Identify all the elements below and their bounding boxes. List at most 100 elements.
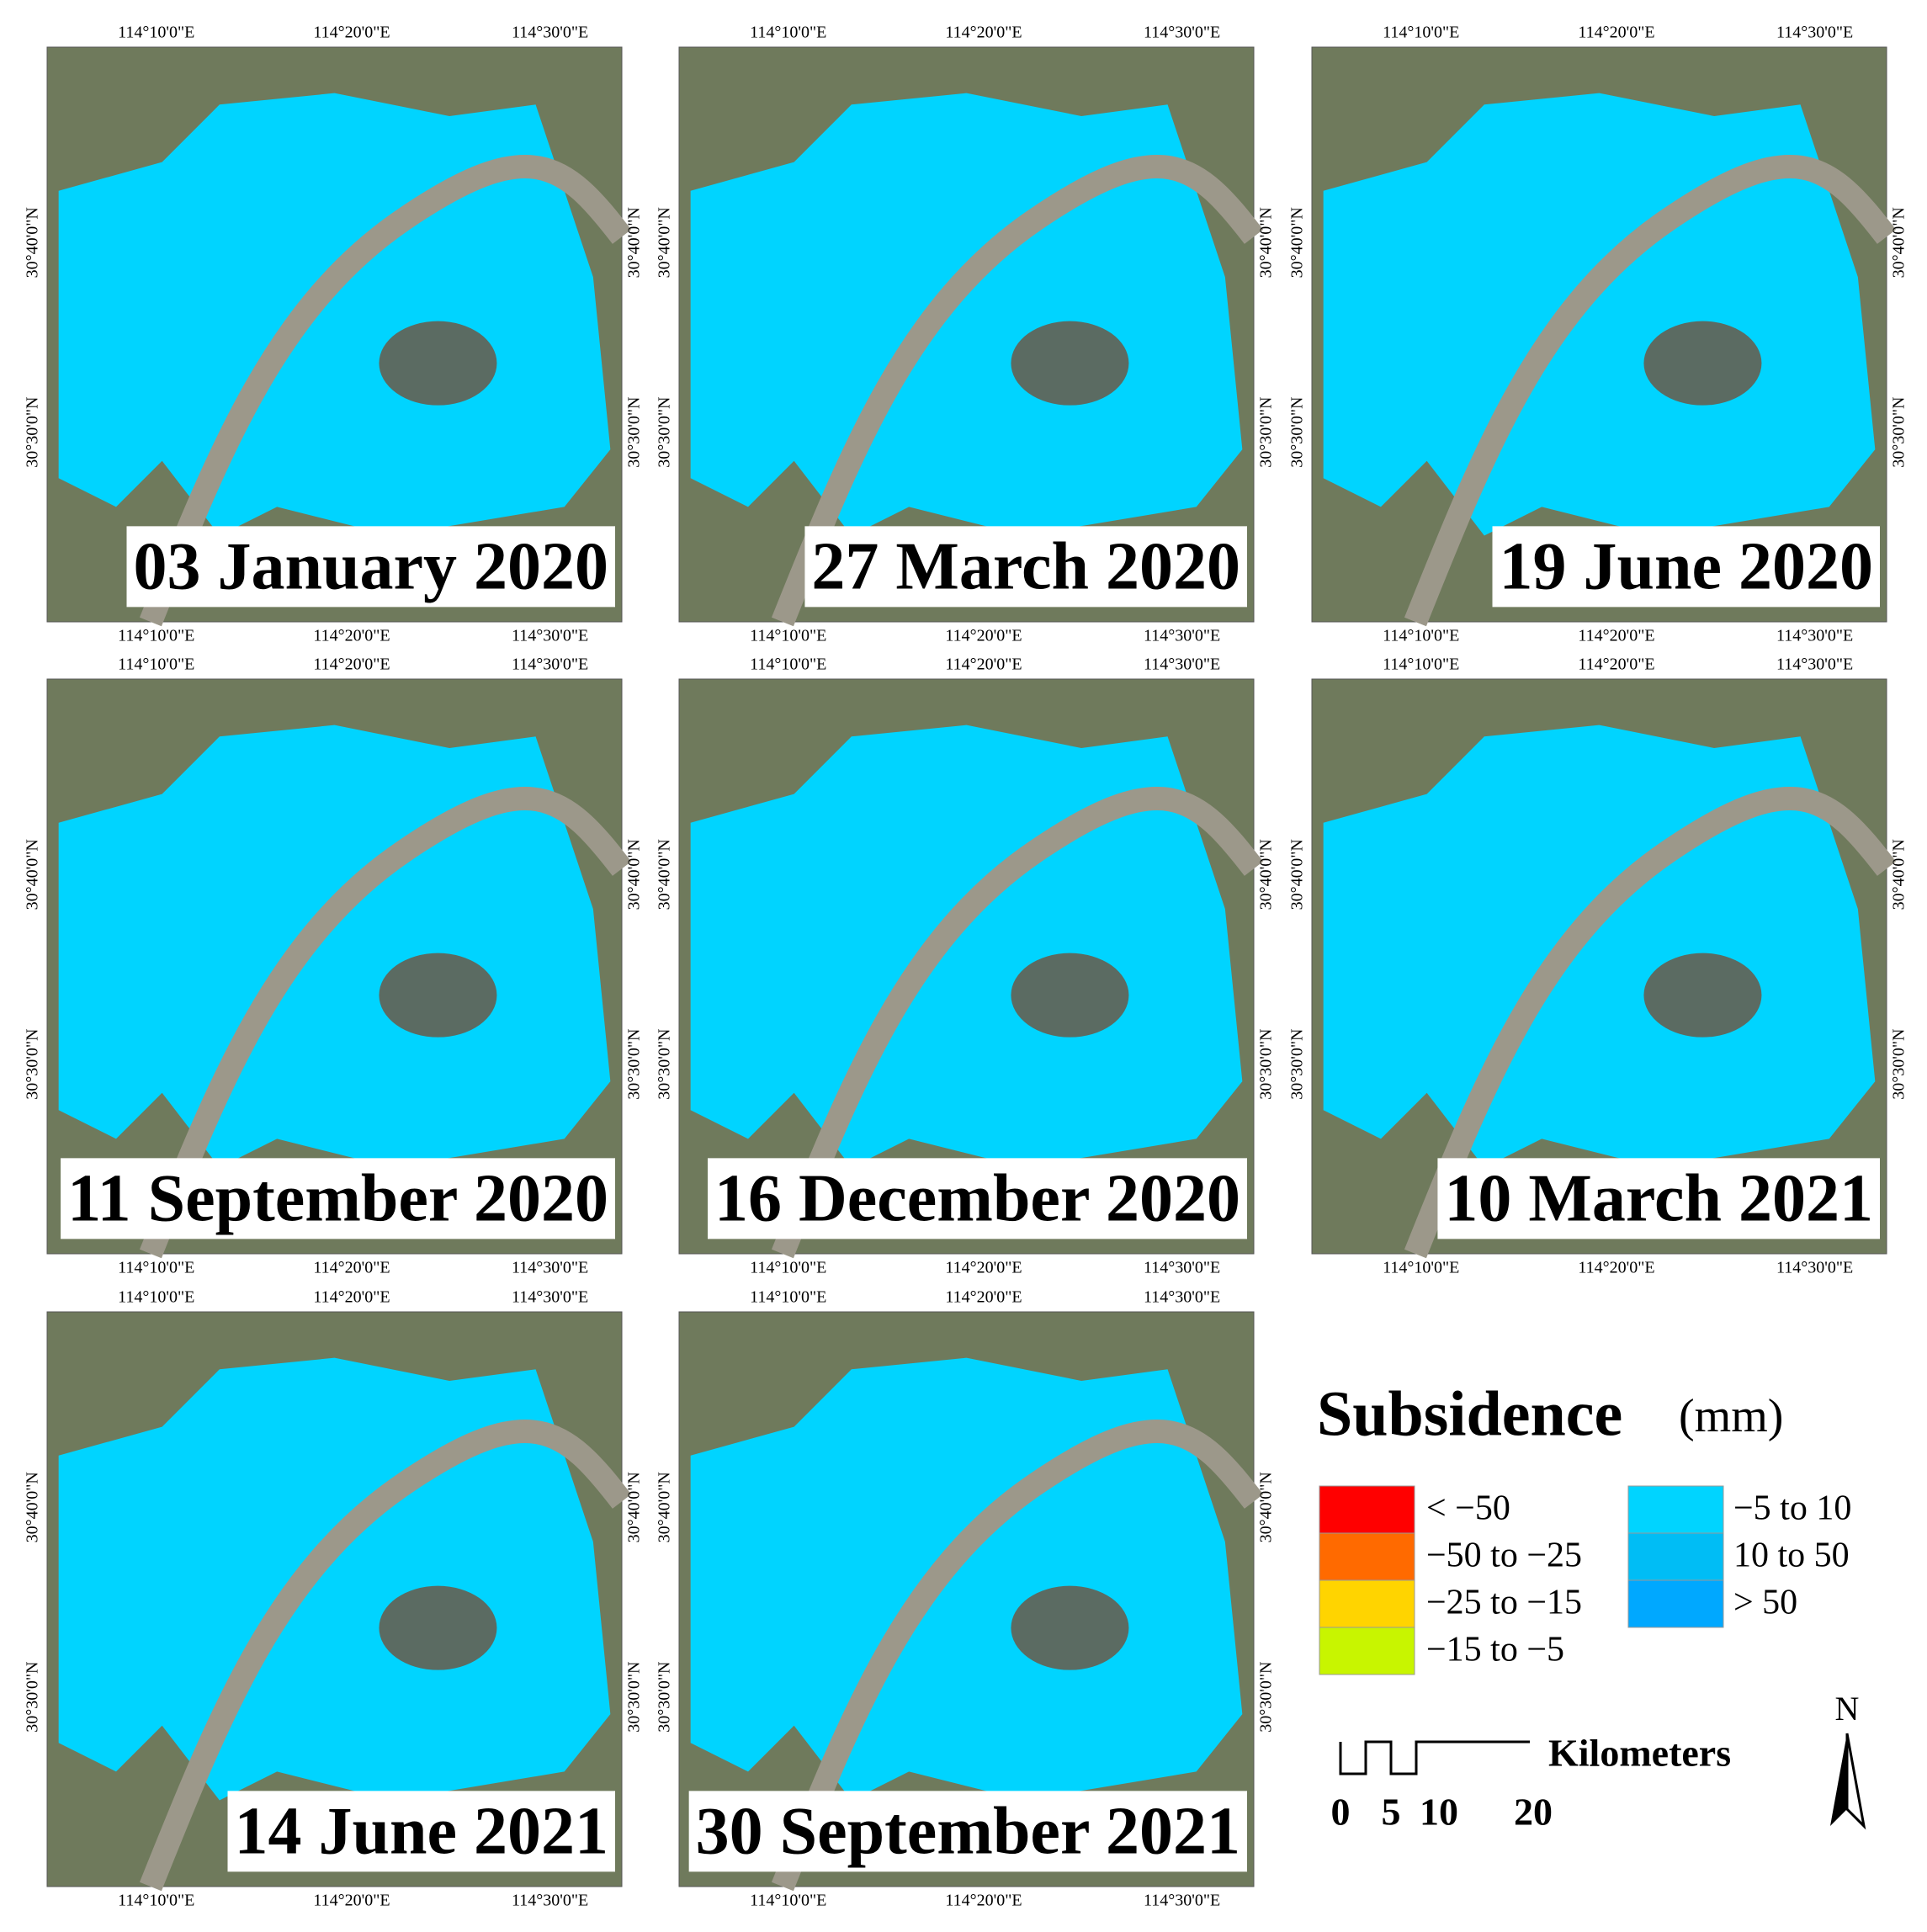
y-tick-label: 30°30'0"N bbox=[625, 1662, 644, 1733]
y-tick-label: 30°40'0"N bbox=[625, 839, 644, 910]
x-tick-label: 114°10'0"E bbox=[750, 1259, 826, 1277]
map-panel: 114°10'0"E 114°10'0"E 114°20'0"E 114°20'0"E… bbox=[24, 24, 644, 645]
date-box bbox=[804, 526, 1247, 608]
date-label: 10 March 2021 bbox=[1444, 1161, 1873, 1235]
y-tick-label: 30°40'0"N bbox=[1257, 1472, 1276, 1542]
x-tick-label: 114°20'0"E bbox=[945, 1288, 1022, 1307]
y-tick-label: 30°40'0"N bbox=[656, 839, 674, 910]
x-tick-label: 114°20'0"E bbox=[1578, 656, 1654, 674]
y-tick-label: 30°40'0"N bbox=[24, 207, 42, 278]
y-tick-label: 30°30'0"N bbox=[1890, 1029, 1908, 1100]
y-tick-label: 30°40'0"N bbox=[24, 839, 42, 910]
x-tick-label: 114°30'0"E bbox=[1776, 24, 1853, 42]
map-panel: 114°10'0"E 114°10'0"E 114°20'0"E 114°20'0"E… bbox=[1288, 656, 1908, 1277]
x-tick-label: 114°30'0"E bbox=[1144, 1288, 1220, 1307]
lake bbox=[379, 1585, 497, 1670]
x-tick-label: 114°10'0"E bbox=[750, 1288, 826, 1307]
legend-swatch bbox=[1319, 1579, 1415, 1628]
north-label: N bbox=[1835, 1690, 1860, 1728]
x-tick-label: 114°30'0"E bbox=[1776, 656, 1853, 674]
river bbox=[771, 1420, 1264, 1892]
y-tick-label: 30°40'0"N bbox=[1890, 839, 1908, 910]
y-tick-label: 30°30'0"N bbox=[1257, 397, 1276, 468]
lake bbox=[1011, 1585, 1129, 1670]
scale-label: 5 bbox=[1382, 1791, 1401, 1834]
legend-label: −50 to −25 bbox=[1426, 1537, 1582, 1575]
date-label: 19 June 2020 bbox=[1500, 529, 1874, 603]
legend-unit: (mm) bbox=[1679, 1390, 1783, 1442]
x-tick-label: 114°20'0"E bbox=[945, 24, 1022, 42]
scale-label: 20 bbox=[1514, 1791, 1553, 1834]
x-tick-label: 114°10'0"E bbox=[1383, 1259, 1459, 1277]
date-box bbox=[227, 1791, 615, 1872]
scale-unit: Kilometers bbox=[1548, 1732, 1731, 1775]
y-tick-label: 30°30'0"N bbox=[625, 1029, 644, 1100]
x-tick-label: 114°10'0"E bbox=[1383, 627, 1459, 645]
legend-label: −15 to −5 bbox=[1426, 1631, 1564, 1669]
river bbox=[1404, 787, 1897, 1259]
date-box bbox=[688, 1791, 1247, 1872]
map-panel: 114°10'0"E 114°10'0"E 114°20'0"E 114°20'0"E… bbox=[656, 1288, 1276, 1910]
date-label: 11 September 2020 bbox=[67, 1161, 608, 1235]
x-tick-label: 114°30'0"E bbox=[1144, 1259, 1220, 1277]
y-tick-label: 30°30'0"N bbox=[625, 397, 644, 468]
x-tick-label: 114°20'0"E bbox=[313, 656, 390, 674]
x-tick-label: 114°30'0"E bbox=[512, 627, 588, 645]
date-label: 27 March 2020 bbox=[811, 529, 1240, 603]
y-tick-label: 30°40'0"N bbox=[1288, 207, 1307, 278]
lake bbox=[1011, 321, 1129, 406]
y-tick-label: 30°40'0"N bbox=[656, 207, 674, 278]
subsidence-area bbox=[690, 724, 1243, 1168]
legend-swatch bbox=[1319, 1485, 1415, 1534]
river bbox=[139, 1420, 632, 1892]
y-tick-label: 30°30'0"N bbox=[1257, 1029, 1276, 1100]
y-tick-label: 30°30'0"N bbox=[1890, 397, 1908, 468]
x-tick-label: 114°10'0"E bbox=[118, 24, 194, 42]
y-tick-label: 30°30'0"N bbox=[24, 1029, 42, 1100]
y-tick-label: 30°30'0"N bbox=[24, 1662, 42, 1733]
x-tick-label: 114°10'0"E bbox=[750, 656, 826, 674]
lake bbox=[379, 321, 497, 406]
subsidence-area bbox=[1323, 724, 1876, 1168]
x-tick-label: 114°10'0"E bbox=[750, 24, 826, 42]
legend-swatch bbox=[1627, 1485, 1724, 1534]
legend-swatch bbox=[1319, 1627, 1415, 1675]
x-tick-label: 114°30'0"E bbox=[1776, 627, 1853, 645]
map-panel: 114°10'0"E 114°10'0"E 114°20'0"E 114°20'0"E… bbox=[656, 656, 1276, 1277]
x-tick-label: 114°10'0"E bbox=[118, 1288, 194, 1307]
y-tick-label: 30°40'0"N bbox=[24, 1472, 42, 1542]
date-box bbox=[61, 1158, 615, 1239]
legend-swatch bbox=[1627, 1532, 1724, 1581]
scale-label: 10 bbox=[1420, 1791, 1458, 1834]
legend-swatch bbox=[1627, 1579, 1724, 1628]
y-tick-label: 30°30'0"N bbox=[1288, 1029, 1307, 1100]
x-tick-label: 114°10'0"E bbox=[118, 1259, 194, 1277]
x-tick-label: 114°10'0"E bbox=[118, 1892, 194, 1910]
x-tick-label: 114°10'0"E bbox=[750, 1892, 826, 1910]
x-tick-label: 114°30'0"E bbox=[512, 1892, 588, 1910]
x-tick-label: 114°20'0"E bbox=[1578, 627, 1654, 645]
subsidence-area bbox=[58, 1357, 611, 1801]
subsidence-area bbox=[58, 724, 611, 1168]
y-tick-label: 30°30'0"N bbox=[656, 1662, 674, 1733]
date-label: 03 January 2020 bbox=[134, 529, 609, 603]
y-tick-label: 30°30'0"N bbox=[24, 397, 42, 468]
x-tick-label: 114°10'0"E bbox=[1383, 656, 1459, 674]
legend-swatch bbox=[1319, 1532, 1415, 1581]
x-tick-label: 114°20'0"E bbox=[945, 1892, 1022, 1910]
x-tick-label: 114°20'0"E bbox=[1578, 24, 1654, 42]
x-tick-label: 114°30'0"E bbox=[1776, 1259, 1853, 1277]
date-box bbox=[126, 526, 615, 608]
lake bbox=[1011, 953, 1129, 1038]
x-tick-label: 114°30'0"E bbox=[1144, 24, 1220, 42]
lake bbox=[379, 953, 497, 1038]
date-label: 16 December 2020 bbox=[714, 1161, 1240, 1235]
y-tick-label: 30°40'0"N bbox=[625, 207, 644, 278]
x-tick-label: 114°30'0"E bbox=[512, 24, 588, 42]
y-tick-label: 30°30'0"N bbox=[1257, 1662, 1276, 1733]
y-tick-label: 30°30'0"N bbox=[656, 1029, 674, 1100]
x-tick-label: 114°10'0"E bbox=[750, 627, 826, 645]
x-tick-label: 114°20'0"E bbox=[313, 1288, 390, 1307]
x-tick-label: 114°30'0"E bbox=[1144, 1892, 1220, 1910]
